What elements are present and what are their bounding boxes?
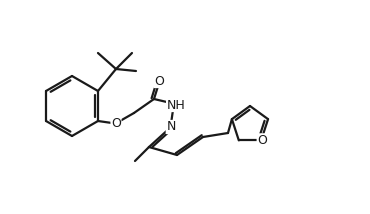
Text: O: O: [154, 74, 164, 88]
Text: NH: NH: [166, 98, 185, 111]
Text: N: N: [166, 120, 176, 134]
Text: O: O: [111, 116, 121, 129]
Text: O: O: [257, 134, 267, 147]
